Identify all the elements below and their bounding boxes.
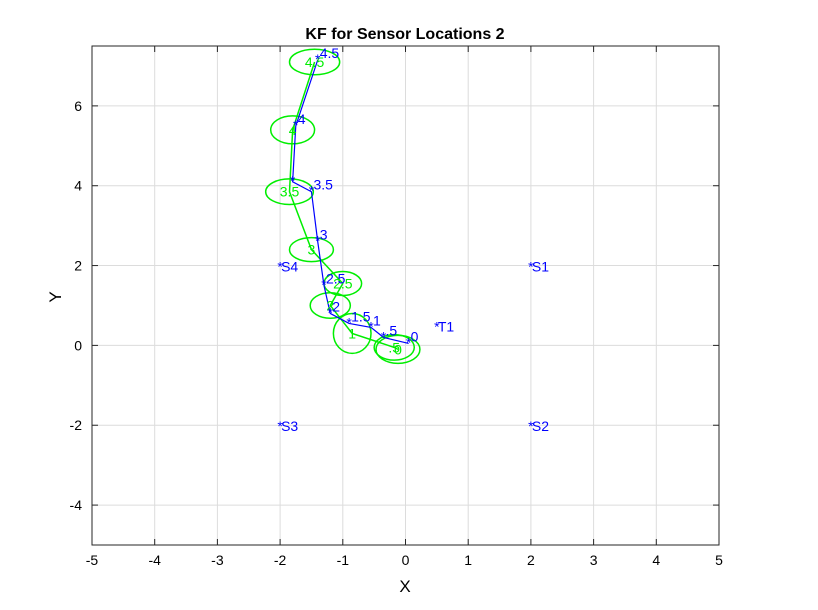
x-tick-label: -2 [274,552,287,568]
y-tick-label: -4 [70,497,83,513]
x-tick-label: 2 [527,552,535,568]
estimate-point-label: 0 [394,341,402,357]
covariance-ellipse [332,312,372,355]
estimate-point-label: 2.5 [333,276,353,292]
estimate-point-label: 4 [289,122,297,138]
estimate-point-label: 2 [326,297,334,313]
x-tick-label: 4 [652,552,660,568]
estimate-point-label: 3.5 [280,184,300,200]
true-path-marker: * [406,334,412,350]
x-tick-label: -3 [211,552,224,568]
y-tick-labels: -4 -2 0 2 4 6 [70,98,83,513]
y-tick-label: 4 [74,178,82,194]
true-path-marker: * [346,314,352,330]
y-axis-label: Y [46,291,65,302]
sensor-marker: * [528,418,534,434]
x-tick-label: 3 [590,552,598,568]
true-path-label: 1.5 [351,308,371,324]
sensor-marker: * [434,318,440,334]
true-path-label: 2.5 [326,271,346,287]
x-tick-label: 0 [402,552,410,568]
y-tick-label: 2 [74,258,82,274]
true-path-marker: * [315,51,321,67]
true-path-marker: * [328,304,334,320]
sensor-marker: * [277,259,283,275]
x-tick-labels: -5 -4 -3 -2 -1 0 1 2 3 4 5 [86,552,723,568]
estimate-point-label: 3 [308,242,316,258]
sensor-label: S4 [281,259,298,275]
true-path-label: .5 [386,322,398,338]
y-tick-label: 0 [74,337,82,353]
grid [91,46,720,545]
true-path-marker: * [315,233,321,249]
x-tick-label: 5 [715,552,723,568]
true-path-label: 4.5 [320,45,340,61]
covariance-ellipse [288,48,341,76]
true-path-marker: * [368,318,374,334]
y-tick-label: -2 [70,417,83,433]
true-path-marker: * [293,117,299,133]
true-path-label: 4 [298,111,306,127]
true-path-label: 0 [411,328,419,344]
sensor-marker: * [277,418,283,434]
y-tick-label: 6 [74,98,82,114]
sensor-label: S3 [281,418,298,434]
x-axis-label: X [399,577,410,596]
covariance-ellipse [288,236,335,263]
true-path-marker: * [309,183,315,199]
x-tick-label: -4 [148,552,161,568]
estimate-path-line [288,61,399,351]
true-path-line [292,59,409,344]
x-tick-label: -1 [337,552,350,568]
sensor-label: T1 [438,318,455,334]
x-tick-label: 1 [464,552,472,568]
true-path-label: 3.5 [313,177,333,193]
sensor-label: S2 [532,418,549,434]
covariance-ellipse [373,333,416,361]
x-tick-label: -5 [86,552,99,568]
true-path-marker: * [321,277,327,293]
sensor-marker: * [528,259,534,275]
true-path-marker: * [381,328,387,344]
estimate-point-label: .5 [388,339,400,355]
true-path-label: 1 [373,312,381,328]
sensor-label: S1 [532,259,549,275]
plot-frame [91,45,720,546]
chart-title: KF for Sensor Locations 2 [305,26,504,43]
true-path-marker: * [290,173,296,189]
true-path-label: 3 [320,227,328,243]
true-path-label: 2 [332,298,340,314]
estimate-point-label: 1 [348,325,356,341]
estimate-point-label: 4.5 [305,54,325,70]
